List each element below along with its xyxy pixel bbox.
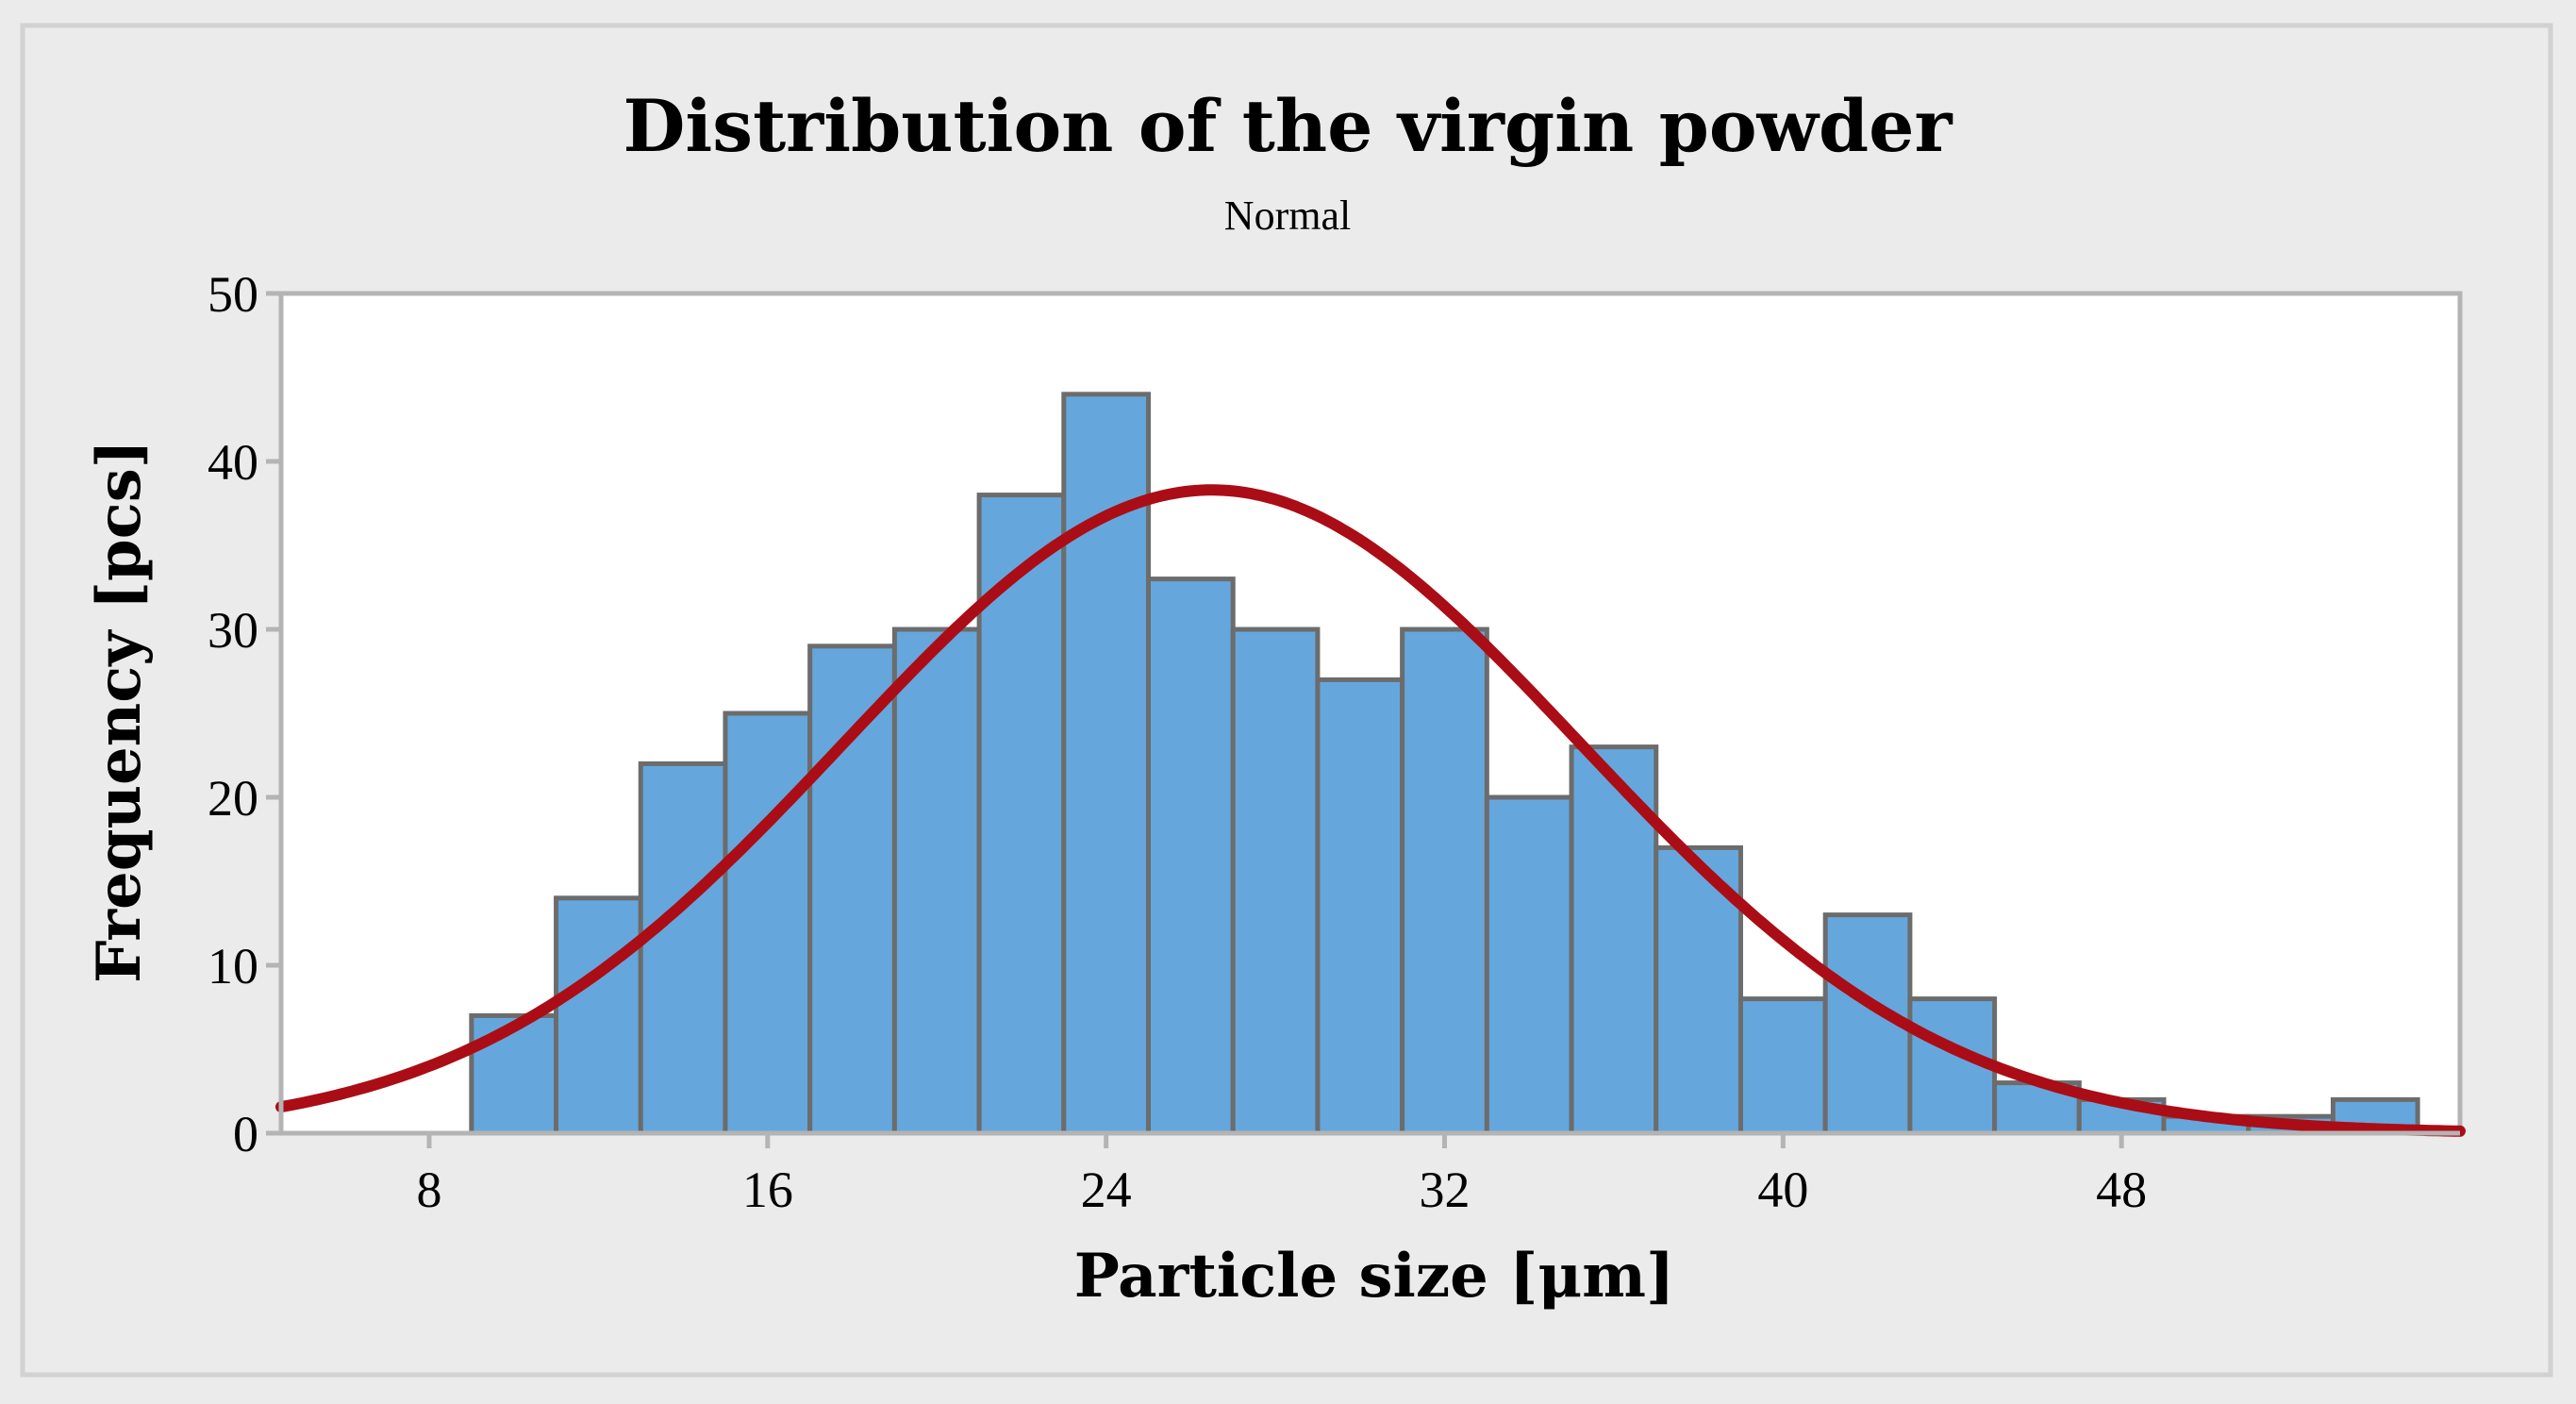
y-tick-label: 20 <box>208 770 258 827</box>
y-tick-label: 0 <box>233 1106 258 1162</box>
histogram-bars <box>469 392 2420 1136</box>
histogram-bar-4 <box>723 710 813 1136</box>
histogram-bar-3 <box>638 760 728 1136</box>
x-tick-label: 16 <box>742 1162 793 1218</box>
histogram-bar-2 <box>554 895 643 1136</box>
y-tick-label: 30 <box>208 602 258 659</box>
normal-fit-curve <box>275 484 2466 1137</box>
histogram-bar-9 <box>1146 577 1236 1136</box>
x-tick-label: 8 <box>416 1162 441 1218</box>
y-tick-label: 50 <box>208 266 258 323</box>
chart-subtitle: Normal <box>1224 192 1351 239</box>
histogram-bar-10 <box>1230 627 1321 1136</box>
y-tick-label: 10 <box>208 938 258 994</box>
x-tick-label: 48 <box>2096 1162 2147 1218</box>
x-axis-ticks: 8 16 24 32 40 48 <box>416 1133 2147 1218</box>
histogram-bar-13 <box>1484 794 1574 1136</box>
histogram-bar-6 <box>891 627 982 1136</box>
x-tick-label: 40 <box>1757 1162 1808 1218</box>
y-axis-ticks: 0 10 20 30 40 50 <box>208 266 281 1162</box>
y-tick-label: 40 <box>208 434 258 491</box>
histogram-bar-1 <box>469 1012 559 1136</box>
y-axis-title: Frequency [pcs] <box>84 440 155 983</box>
x-axis-title: Particle size [μm] <box>1074 1241 1675 1312</box>
histogram-bar-11 <box>1315 677 1405 1136</box>
histogram-bar-12 <box>1400 627 1489 1136</box>
histogram-bar-5 <box>807 644 897 1136</box>
histogram-bar-16 <box>1737 996 1828 1136</box>
chart-frame <box>20 23 2553 1378</box>
x-tick-label: 24 <box>1081 1162 1132 1218</box>
x-tick-label: 32 <box>1419 1162 1470 1218</box>
chart-title: Distribution of the virgin powder <box>623 84 1953 168</box>
